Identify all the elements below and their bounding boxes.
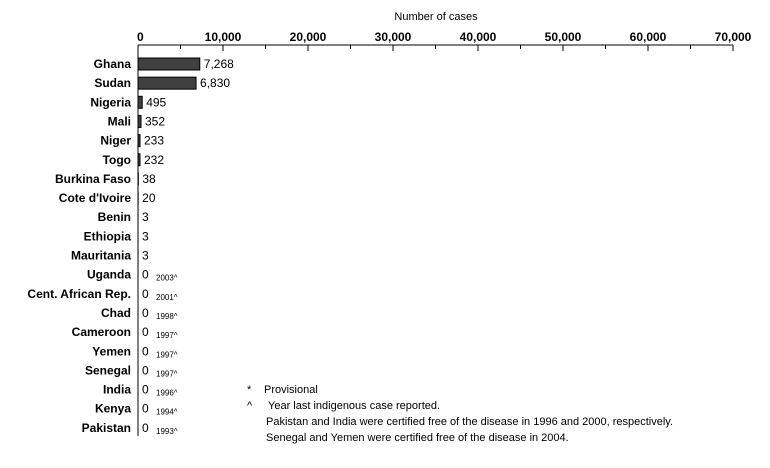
bar <box>137 76 197 90</box>
value-label: 3 <box>142 210 149 224</box>
value-label: 0 <box>142 344 149 358</box>
category-label: Senegal <box>85 363 131 377</box>
last-case-year-label: 2003^ <box>156 274 178 283</box>
category-label: Benin <box>98 210 131 224</box>
x-tick-label: 60,000 <box>630 30 667 44</box>
category-label: India <box>103 383 131 397</box>
category-label: Cote d'Ivoire <box>59 191 132 205</box>
value-label: 20 <box>142 191 156 205</box>
last-case-year-label: 2001^ <box>156 293 178 302</box>
category-label: Mali <box>108 114 131 128</box>
category-label: Burkina Faso <box>55 172 131 186</box>
value-label: 0 <box>142 363 149 377</box>
category-label: Mauritania <box>71 249 131 263</box>
value-label: 0 <box>142 287 149 301</box>
value-label: 0 <box>142 383 149 397</box>
category-label: Ethiopia <box>84 229 132 243</box>
note-star-symbol: * <box>247 384 252 396</box>
bar <box>137 114 142 128</box>
bar <box>137 57 201 71</box>
axes <box>137 44 733 436</box>
x-tick-label: 0 <box>137 30 144 44</box>
note-star-text: Provisional <box>264 384 318 396</box>
footnotes: * Provisional ^ Year last indigenous cas… <box>247 384 673 444</box>
last-case-year-label: 1993^ <box>156 427 178 436</box>
note-line-3: Pakistan and India were certified free o… <box>266 416 673 428</box>
x-tick-label: 30,000 <box>375 30 412 44</box>
category-label: Cent. African Rep. <box>27 287 131 301</box>
last-case-year-label: 1997^ <box>156 331 178 340</box>
value-label: 0 <box>142 402 149 416</box>
last-case-year-label: 1996^ <box>156 389 178 398</box>
category-label: Nigeria <box>90 95 131 109</box>
bars: Ghana 7,268 Sudan 6,830 Nigeria 495 Mali 352 Nig… <box>27 57 234 436</box>
value-label: 3 <box>142 249 149 263</box>
bar <box>137 95 143 109</box>
x-axis: 0 10,000 20,000 30,000 40,000 50,000 60,000 70,… <box>137 30 752 51</box>
x-tick-label: 10,000 <box>205 30 242 44</box>
value-label: 0 <box>142 306 149 320</box>
value-label: 352 <box>145 114 165 128</box>
value-label: 38 <box>142 172 156 186</box>
value-label: 0 <box>142 325 149 339</box>
note-caret-text: Year last indigenous case reported. <box>268 400 440 412</box>
value-label: 7,268 <box>204 57 234 71</box>
category-label: Chad <box>101 306 131 320</box>
value-label: 232 <box>144 153 164 167</box>
category-label: Togo <box>103 153 131 167</box>
last-case-year-label: 1997^ <box>156 350 178 359</box>
x-tick-label: 50,000 <box>545 30 582 44</box>
x-tick-label: 20,000 <box>290 30 327 44</box>
category-label: Niger <box>100 134 131 148</box>
category-label: Ghana <box>94 57 132 71</box>
category-label: Sudan <box>94 76 131 90</box>
value-label: 6,830 <box>200 76 230 90</box>
x-axis-title: Number of cases <box>394 11 478 23</box>
note-caret-symbol: ^ <box>247 400 253 412</box>
bar <box>137 134 141 148</box>
x-tick-label: 40,000 <box>460 30 497 44</box>
value-label: 0 <box>142 421 149 435</box>
last-case-year-label: 1998^ <box>156 312 178 321</box>
bar <box>137 153 141 167</box>
category-label: Cameroon <box>72 325 131 339</box>
value-label: 233 <box>144 134 164 148</box>
value-label: 495 <box>146 95 166 109</box>
category-label: Yemen <box>92 344 131 358</box>
value-label: 3 <box>142 229 149 243</box>
category-label: Kenya <box>95 402 131 416</box>
note-line-4: Senegal and Yemen were certified free of… <box>266 432 569 444</box>
category-label: Pakistan <box>82 421 131 435</box>
last-case-year-label: 1994^ <box>156 408 178 417</box>
last-case-year-label: 1997^ <box>156 369 178 378</box>
category-label: Uganda <box>87 268 131 282</box>
x-tick-label: 70,000 <box>715 30 752 44</box>
value-label: 0 <box>142 268 149 282</box>
